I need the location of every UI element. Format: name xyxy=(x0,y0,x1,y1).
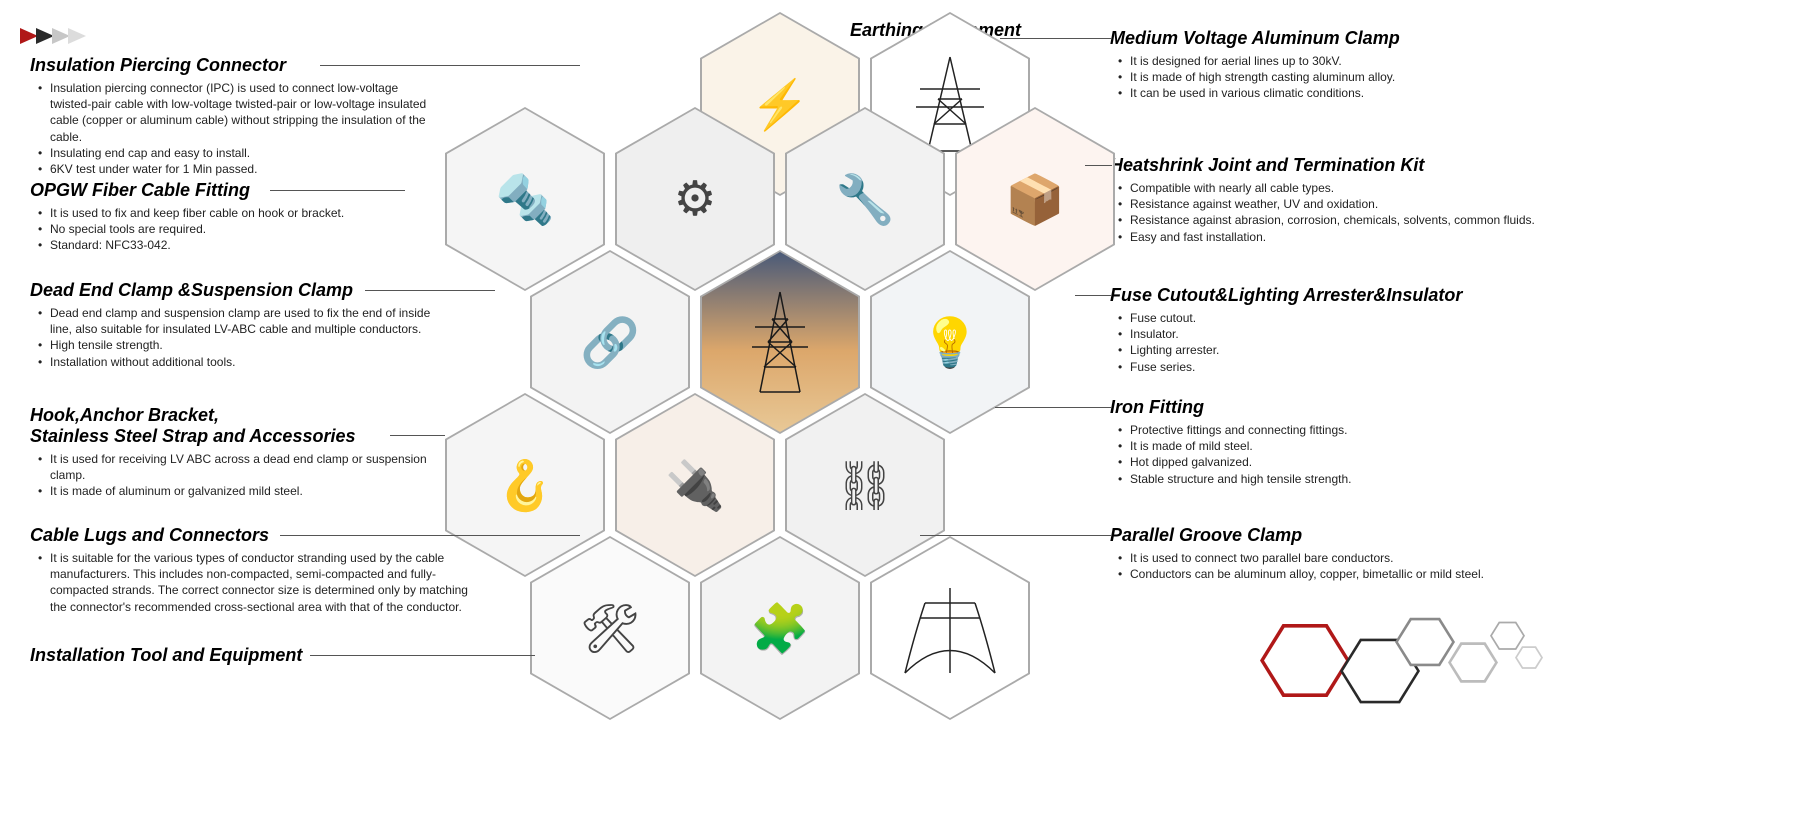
title-heatshrink: Heatshrink Joint and Termination Kit xyxy=(1110,155,1550,176)
section-heatshrink: Heatshrink Joint and Termination Kit Com… xyxy=(1110,155,1550,245)
connector-line xyxy=(920,535,1112,536)
bullet: Fuse series. xyxy=(1122,359,1550,375)
bullet: Installation without additional tools. xyxy=(42,354,440,370)
bullet: Fuse cutout. xyxy=(1122,310,1550,326)
deco-hex xyxy=(1490,620,1525,652)
opgw-hex-icon: 🔩 xyxy=(495,171,555,228)
bullet: Compatible with nearly all cable types. xyxy=(1122,180,1550,196)
title-hook: Hook,Anchor Bracket,Stainless Steel Stra… xyxy=(30,405,440,447)
connector-line xyxy=(995,407,1112,408)
fuse-hex-icon: 💡 xyxy=(920,314,980,371)
deco-hex xyxy=(1515,645,1543,670)
arrow-decoration xyxy=(20,28,84,44)
bullet: Protective fittings and connecting fitti… xyxy=(1122,422,1550,438)
bullets-pgc: It is used to connect two parallel bare … xyxy=(1110,550,1550,582)
connector-line xyxy=(1085,165,1112,166)
bullet: No special tools are required. xyxy=(42,221,440,237)
section-mvac: Medium Voltage Aluminum Clamp It is desi… xyxy=(1110,28,1550,102)
connector-line xyxy=(280,535,580,536)
section-iron: Iron Fitting Protective fittings and con… xyxy=(1110,397,1550,487)
bullets-iron: Protective fittings and connecting fitti… xyxy=(1110,422,1550,487)
bullet: Insulating end cap and easy to install. xyxy=(42,145,440,161)
bullets-heatshrink: Compatible with nearly all cable types. … xyxy=(1110,180,1550,245)
section-dead: Dead End Clamp &Suspension Clamp Dead en… xyxy=(30,280,440,370)
bullet: It is made of aluminum or galvanized mil… xyxy=(42,483,440,499)
mvac-hex-icon: 🔧 xyxy=(835,171,895,228)
deco-hex xyxy=(1260,620,1350,701)
bullet: High tensile strength. xyxy=(42,337,440,353)
bullet: Stable structure and high tensile streng… xyxy=(1122,471,1550,487)
bullet: Insulator. xyxy=(1122,326,1550,342)
bullets-ipc: Insulation piercing connector (IPC) is u… xyxy=(30,80,440,177)
heatshrink-hex-icon: 📦 xyxy=(1005,171,1065,228)
bullet: It is designed for aerial lines up to 30… xyxy=(1122,53,1550,69)
bullets-lugs: It is suitable for the various types of … xyxy=(30,550,470,615)
bullet: Dead end clamp and suspension clamp are … xyxy=(42,305,440,337)
bullet: Lighting arrester. xyxy=(1122,342,1550,358)
bullet: Resistance against abrasion, corrosion, … xyxy=(1122,212,1550,228)
bullets-mvac: It is designed for aerial lines up to 30… xyxy=(1110,53,1550,102)
title-fuse: Fuse Cutout&Lighting Arrester&Insulator xyxy=(1110,285,1550,306)
bullet: It is made of high strength casting alum… xyxy=(1122,69,1550,85)
bullet: Standard: NFC33-042. xyxy=(42,237,440,253)
bullet: It is used to connect two parallel bare … xyxy=(1122,550,1550,566)
title-pgc: Parallel Groove Clamp xyxy=(1110,525,1550,546)
bullet: Easy and fast installation. xyxy=(1122,229,1550,245)
bullets-hook: It is used for receiving LV ABC across a… xyxy=(30,451,440,500)
install-hex-icon: 🛠 xyxy=(580,600,641,657)
section-ipc: Insulation Piercing Connector Insulation… xyxy=(30,55,440,177)
bullet: Conductors can be aluminum alloy, copper… xyxy=(1122,566,1550,582)
section-hook: Hook,Anchor Bracket,Stainless Steel Stra… xyxy=(30,405,440,500)
connector-line xyxy=(270,190,405,191)
connector-line xyxy=(390,435,445,436)
bullet: 6KV test under water for 1 Min passed. xyxy=(42,161,440,177)
earthing-icon: ⚡ xyxy=(750,76,810,133)
bullet: It is used to fix and keep fiber cable o… xyxy=(42,205,440,221)
bullets-fuse: Fuse cutout. Insulator. Lighting arreste… xyxy=(1110,310,1550,375)
title-mvac: Medium Voltage Aluminum Clamp xyxy=(1110,28,1550,49)
dead-hex-icon: 🔗 xyxy=(580,314,640,371)
section-install: Installation Tool and Equipment xyxy=(30,645,440,670)
bullets-dead: Dead end clamp and suspension clamp are … xyxy=(30,305,440,370)
section-fuse: Fuse Cutout&Lighting Arrester&Insulator … xyxy=(1110,285,1550,375)
hook-hex-icon: 🪝 xyxy=(495,457,555,514)
deco-hex xyxy=(1448,640,1498,685)
title-iron: Iron Fitting xyxy=(1110,397,1550,418)
ipc-hex-icon: ⚙ xyxy=(673,171,716,227)
bullet: Resistance against weather, UV and oxida… xyxy=(1122,196,1550,212)
connector-line xyxy=(365,290,495,291)
bullets-opgw: It is used to fix and keep fiber cable o… xyxy=(30,205,440,254)
connector-line xyxy=(1075,295,1112,296)
connector-line xyxy=(1000,38,1112,39)
bullet: Hot dipped galvanized. xyxy=(1122,454,1550,470)
bullet: It is suitable for the various types of … xyxy=(42,550,470,615)
lugs-hex-icon: 🔌 xyxy=(665,457,725,514)
pgc-hex-icon: 🧩 xyxy=(750,600,810,657)
bullet: It can be used in various climatic condi… xyxy=(1122,85,1550,101)
bullet: Insulation piercing connector (IPC) is u… xyxy=(42,80,440,145)
section-lugs: Cable Lugs and Connectors It is suitable… xyxy=(30,525,470,615)
section-pgc: Parallel Groove Clamp It is used to conn… xyxy=(1110,525,1550,582)
connector-line xyxy=(320,65,580,66)
bullet: It is made of mild steel. xyxy=(1122,438,1550,454)
section-opgw: OPGW Fiber Cable Fitting It is used to f… xyxy=(30,180,440,254)
bullet: It is used for receiving LV ABC across a… xyxy=(42,451,440,483)
connector-line xyxy=(310,655,535,656)
iron-hex-icon: ⛓ xyxy=(835,457,896,514)
